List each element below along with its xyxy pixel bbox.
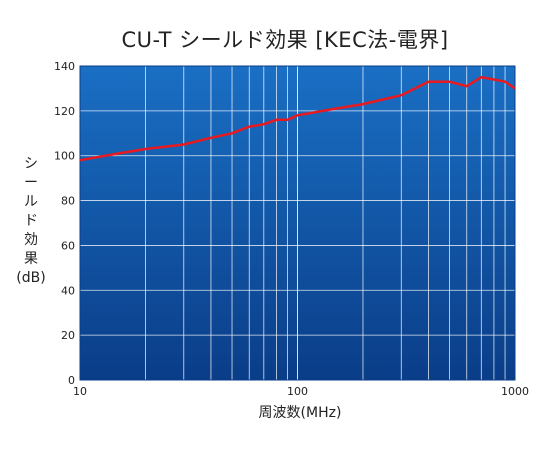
y-tick-label: 100: [54, 150, 75, 163]
grid-lines: [79, 65, 516, 381]
y-tick-label: 140: [54, 60, 75, 73]
series-line: [79, 75, 516, 162]
y-tick-label: 0: [68, 374, 75, 387]
y-axis-label-char: 効: [24, 232, 38, 248]
y-tick-label: 80: [61, 195, 75, 208]
x-tick-label: 10: [73, 385, 87, 398]
y-axis-label-unit: (dB): [16, 270, 46, 286]
y-axis-label-char: ー: [24, 175, 38, 191]
y-axis-label-char: 果: [24, 251, 38, 267]
y-axis-label: シ ー ル ド 効 果 (dB): [14, 155, 48, 288]
x-tick-label: 100: [287, 385, 308, 398]
y-tick-label: 120: [54, 105, 75, 118]
plot-frame: [79, 65, 516, 381]
x-axis-label: 周波数(MHz): [258, 405, 342, 421]
y-tick-label: 40: [61, 284, 75, 297]
y-axis-label-char: ル: [24, 194, 38, 210]
y-axis-label-char: シ: [24, 156, 38, 172]
y-tick-label: 20: [61, 329, 75, 342]
x-tick-label: 1000: [501, 385, 529, 398]
y-axis-label-char: ド: [24, 213, 38, 229]
chart-title: CU-T シールド効果 [KEC法-電界]: [121, 28, 449, 52]
axis-ticks: 0 20 40 60 80 100 120 140 10 100 1000: [54, 60, 529, 398]
series-layer: [79, 75, 516, 162]
y-tick-label: 60: [61, 239, 75, 252]
